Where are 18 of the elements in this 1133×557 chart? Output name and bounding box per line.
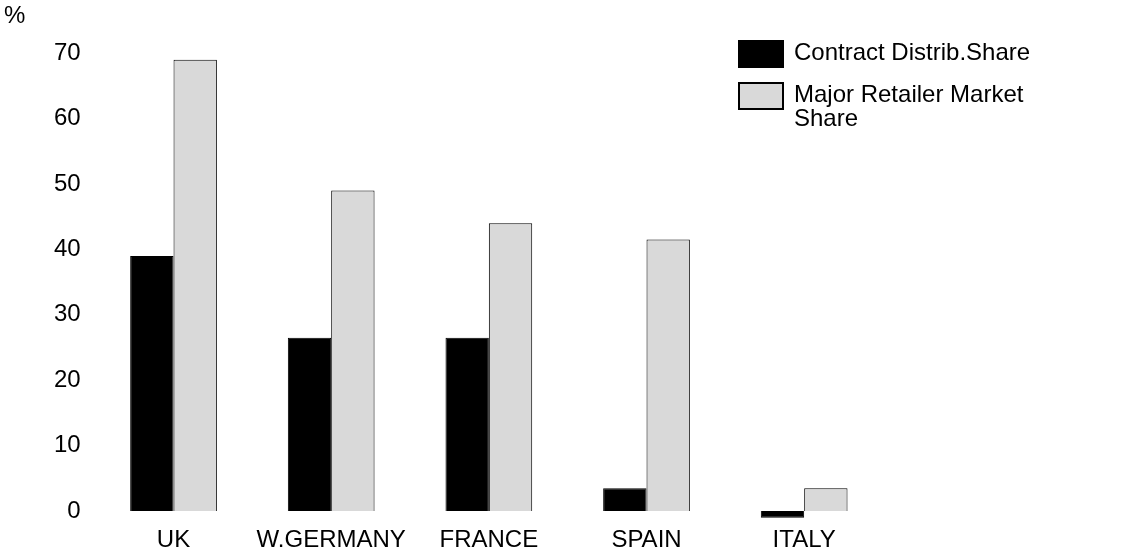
bar (287, 337, 332, 512)
legend-label: Major Retailer Market Share (794, 80, 1025, 131)
y-tick-label: 60 (53, 103, 81, 131)
y-tick-label: 40 (53, 234, 81, 262)
x-tick-label: ITALY (772, 525, 836, 553)
bar (760, 511, 805, 518)
y-axis-title: % (4, 0, 26, 28)
x-tick-label: FRANCE (439, 525, 539, 553)
y-tick-label: 50 (53, 168, 81, 196)
y-tick-label: 0 (67, 495, 81, 523)
y-tick-label: 20 (53, 364, 81, 392)
x-tick-label: SPAIN (611, 525, 682, 553)
x-tick-label: UK (156, 525, 191, 553)
x-tick-label: W.GERMANY (256, 525, 406, 553)
y-tick-label: 10 (53, 430, 81, 458)
y-tick-label: 30 (53, 299, 81, 327)
legend-label: Contract Distrib.Share (794, 38, 1031, 65)
y-tick-label: 70 (53, 37, 81, 65)
